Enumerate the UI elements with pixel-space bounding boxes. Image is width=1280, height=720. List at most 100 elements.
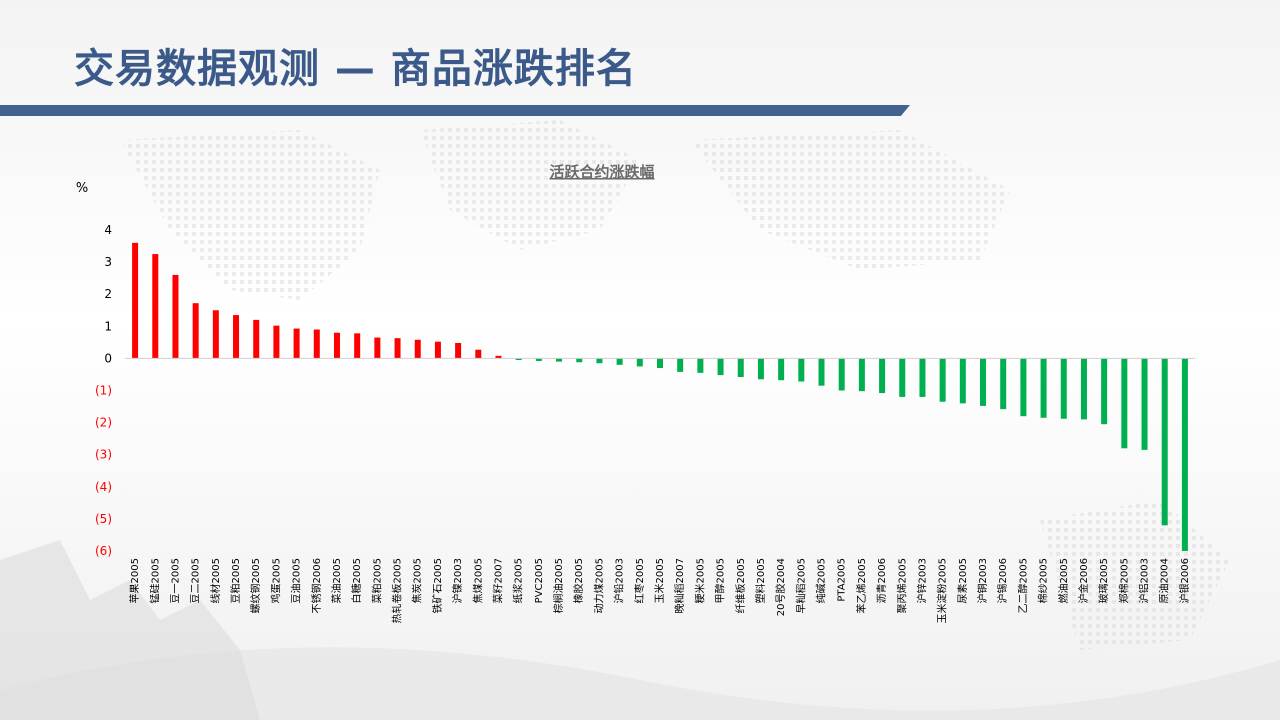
bar <box>394 338 401 359</box>
bar <box>1060 358 1067 419</box>
bar <box>1080 358 1087 420</box>
x-tick-label: 热轧卷板2005 <box>391 558 404 623</box>
x-tick-label: 豆一2005 <box>169 558 181 603</box>
x-tick-label: 焦炭2005 <box>411 558 424 603</box>
x-tick-label: 菜粕2005 <box>370 558 383 603</box>
x-tick-label: 粳米2005 <box>693 558 706 603</box>
y-tick-label: 0 <box>104 351 112 365</box>
bar <box>556 358 563 362</box>
x-tick-label: 沪锌2003 <box>915 558 928 603</box>
bar <box>818 358 825 386</box>
y-tick-label: (5) <box>95 512 112 526</box>
y-tick-label: 2 <box>104 287 112 301</box>
bar <box>172 274 179 359</box>
x-tick-label: 焦煤2005 <box>471 558 484 603</box>
bar <box>919 358 926 397</box>
x-tick-label: 棕榈油2005 <box>552 558 565 613</box>
x-tick-label: 早籼稻2005 <box>794 558 807 613</box>
title-accent-bar <box>0 105 910 116</box>
x-tick-label: 纤维板2005 <box>734 558 747 613</box>
x-tick-label: 郑棉2005 <box>1117 558 1130 603</box>
bar <box>212 310 219 359</box>
bar <box>293 328 300 359</box>
bar <box>455 342 462 359</box>
bar <box>757 358 764 380</box>
x-tick-label: 沪铝2003 <box>1138 558 1151 603</box>
x-tick-label: 玉米2005 <box>653 558 666 603</box>
x-tick-label: 纸浆2005 <box>512 558 525 603</box>
x-tick-label: 苯乙烯2005 <box>855 558 868 613</box>
bar <box>1181 358 1188 551</box>
x-tick-label: 锰硅2005 <box>148 558 161 603</box>
x-tick-label: 线材2005 <box>209 558 222 603</box>
bar <box>495 355 502 359</box>
bar <box>1040 358 1047 418</box>
y-axis-ticks: 4 3 2 1 0 (1) (2) (3) (4) (5) (6) <box>95 223 112 558</box>
x-tick-label: 豆油2005 <box>290 558 303 603</box>
bar <box>515 358 522 361</box>
bar <box>313 329 320 359</box>
y-tick-label: 3 <box>104 255 112 269</box>
x-tick-label: 纯碱2005 <box>815 558 828 603</box>
x-tick-label: 玻璃2005 <box>1097 558 1110 603</box>
bar <box>354 333 361 359</box>
bar <box>273 325 280 359</box>
bar <box>132 242 139 359</box>
bar <box>939 358 946 402</box>
y-tick-label: (1) <box>95 384 112 398</box>
x-tick-label: 尿素2005 <box>956 558 969 603</box>
bar <box>152 254 159 359</box>
y-tick-label: (6) <box>95 544 112 558</box>
y-tick-label: 1 <box>104 319 112 333</box>
bar <box>1121 358 1128 449</box>
bar <box>374 337 381 359</box>
bar <box>434 341 441 359</box>
bar <box>858 358 865 392</box>
x-tick-label: 菜油2005 <box>330 558 343 603</box>
y-axis-unit-label: % <box>76 181 88 196</box>
bar <box>414 339 421 359</box>
x-tick-label: 棉纱2005 <box>1037 558 1050 603</box>
bar <box>838 358 845 391</box>
x-tick-label: 塑料2005 <box>754 558 767 603</box>
bars <box>132 242 1188 551</box>
x-tick-label: 豆二2005 <box>190 558 202 603</box>
x-tick-label: 晚籼稻2007 <box>673 558 686 613</box>
x-tick-label: 豆粕2005 <box>229 558 242 603</box>
x-tick-label: 螺纹钢2005 <box>249 558 262 613</box>
bar <box>333 332 340 359</box>
bar <box>1161 358 1168 526</box>
bar <box>737 358 744 378</box>
bar <box>717 358 724 376</box>
bar <box>657 358 663 369</box>
x-tick-label: 甲醇2005 <box>714 558 727 603</box>
x-tick-label: 燃油2005 <box>1057 558 1070 603</box>
x-tick-label: PTA2005 <box>837 558 848 602</box>
bar <box>778 358 785 381</box>
chart-title: 活跃合约涨跌幅 <box>549 163 654 181</box>
x-tick-label: 原油2004 <box>1158 558 1171 603</box>
bar <box>233 315 240 359</box>
bar <box>576 358 583 363</box>
y-tick-label: (4) <box>95 480 112 494</box>
y-tick-label: (2) <box>95 416 112 430</box>
x-tick-label: 动力煤2005 <box>592 558 605 613</box>
x-tick-label: 20号胶2004 <box>774 558 787 616</box>
bar <box>636 358 643 367</box>
x-tick-label: 沪金2006 <box>1077 558 1090 603</box>
x-tick-label: 不锈钢2006 <box>310 558 323 613</box>
x-tick-label: 橡胶2005 <box>572 558 585 603</box>
bar <box>535 358 542 361</box>
bar <box>1141 358 1148 450</box>
bar <box>192 303 199 359</box>
bar <box>697 358 704 373</box>
x-tick-label: 乙二醇2005 <box>1016 558 1029 613</box>
x-tick-label: 鸡蛋2005 <box>269 558 282 603</box>
bar <box>980 358 987 406</box>
bar <box>475 349 482 359</box>
bar <box>1000 358 1007 410</box>
x-tick-label: 苹果2005 <box>128 558 141 603</box>
bar <box>899 358 906 397</box>
bar <box>959 358 966 404</box>
